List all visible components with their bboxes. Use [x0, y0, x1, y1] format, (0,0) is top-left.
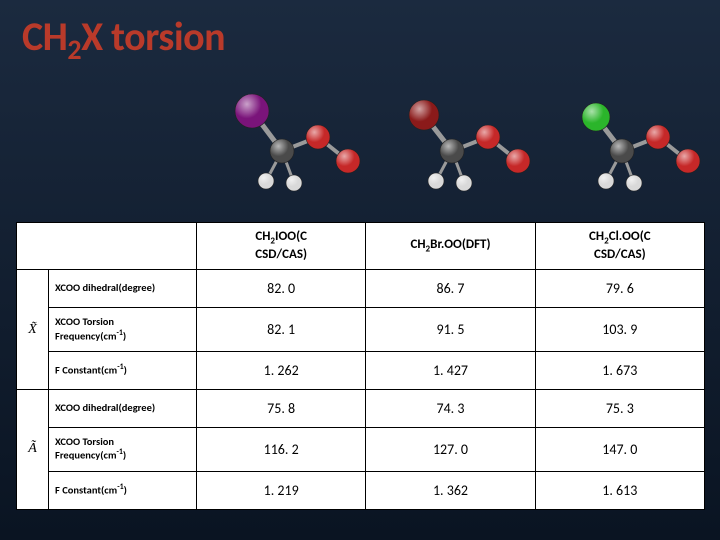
- state-label: X̃: [17, 270, 49, 390]
- atom-o: [336, 149, 360, 173]
- value-cell: 91. 5: [366, 308, 535, 352]
- atom-h: [598, 173, 614, 189]
- slide-title: CH2X torsion: [22, 12, 225, 67]
- header-blank: [17, 223, 197, 270]
- atom-o: [676, 149, 700, 173]
- table-row: XCOO TorsionFrequency(cm-1)82. 191. 5103…: [17, 308, 705, 352]
- atom-o: [506, 149, 530, 173]
- value-cell: 79. 6: [535, 270, 704, 308]
- col-header-0: CH2IOO(CCSD/CAS): [197, 223, 366, 270]
- atom-h: [286, 175, 302, 191]
- value-cell: 1. 673: [535, 351, 704, 389]
- atom-c: [270, 139, 294, 163]
- molecule-ch2ioo: [210, 80, 380, 222]
- value-cell: 82. 0: [197, 270, 366, 308]
- table-row: X̃XCOO dihedral(degree)82. 086. 779. 6: [17, 270, 705, 308]
- value-cell: 74. 3: [366, 389, 535, 427]
- atom-h: [456, 175, 472, 191]
- value-cell: 1. 362: [366, 471, 535, 509]
- property-label: XCOO TorsionFrequency(cm-1): [49, 308, 197, 352]
- table-row: F Constant(cm-1)1. 2191. 3621. 613: [17, 471, 705, 509]
- col-header-1: CH2Br.OO(DFT): [366, 223, 535, 270]
- value-cell: 103. 9: [535, 308, 704, 352]
- molecule-ch2cloo: [550, 80, 720, 222]
- atom-br: [409, 100, 439, 130]
- value-cell: 1. 613: [535, 471, 704, 509]
- value-cell: 75. 3: [535, 389, 704, 427]
- col-header-2: CH2Cl.OO(CCSD/CAS): [535, 223, 704, 270]
- state-label: Ã: [17, 389, 49, 509]
- atom-o: [476, 125, 500, 149]
- molecule-ch2broo: [380, 80, 550, 222]
- atom-h: [258, 173, 274, 189]
- atom-o: [646, 125, 670, 149]
- data-table: CH2IOO(CCSD/CAS)CH2Br.OO(DFT)CH2Cl.OO(CC…: [16, 222, 705, 510]
- atom-c: [440, 139, 464, 163]
- value-cell: 1. 219: [197, 471, 366, 509]
- value-cell: 127. 0: [366, 427, 535, 471]
- property-label: F Constant(cm-1): [49, 471, 197, 509]
- property-label: XCOO dihedral(degree): [49, 270, 197, 308]
- molecule-row: [0, 80, 720, 222]
- value-cell: 1. 427: [366, 351, 535, 389]
- data-table-wrap: CH2IOO(CCSD/CAS)CH2Br.OO(DFT)CH2Cl.OO(CC…: [16, 222, 704, 510]
- atom-h: [428, 173, 444, 189]
- atom-h: [626, 175, 642, 191]
- value-cell: 82. 1: [197, 308, 366, 352]
- atom-cl: [582, 103, 610, 131]
- value-cell: 147. 0: [535, 427, 704, 471]
- property-label: F Constant(cm-1): [49, 351, 197, 389]
- atom-c: [610, 139, 634, 163]
- header-row: CH2IOO(CCSD/CAS)CH2Br.OO(DFT)CH2Cl.OO(CC…: [17, 223, 705, 270]
- property-label: XCOO TorsionFrequency(cm-1): [49, 427, 197, 471]
- table-row: ÃXCOO dihedral(degree)75. 874. 375. 3: [17, 389, 705, 427]
- value-cell: 1. 262: [197, 351, 366, 389]
- table-row: XCOO TorsionFrequency(cm-1)116. 2127. 01…: [17, 427, 705, 471]
- atom-i: [235, 94, 269, 128]
- property-label: XCOO dihedral(degree): [49, 389, 197, 427]
- table-row: F Constant(cm-1)1. 2621. 4271. 673: [17, 351, 705, 389]
- atom-o: [306, 125, 330, 149]
- value-cell: 116. 2: [197, 427, 366, 471]
- molecule-spacer: [0, 80, 210, 222]
- value-cell: 75. 8: [197, 389, 366, 427]
- value-cell: 86. 7: [366, 270, 535, 308]
